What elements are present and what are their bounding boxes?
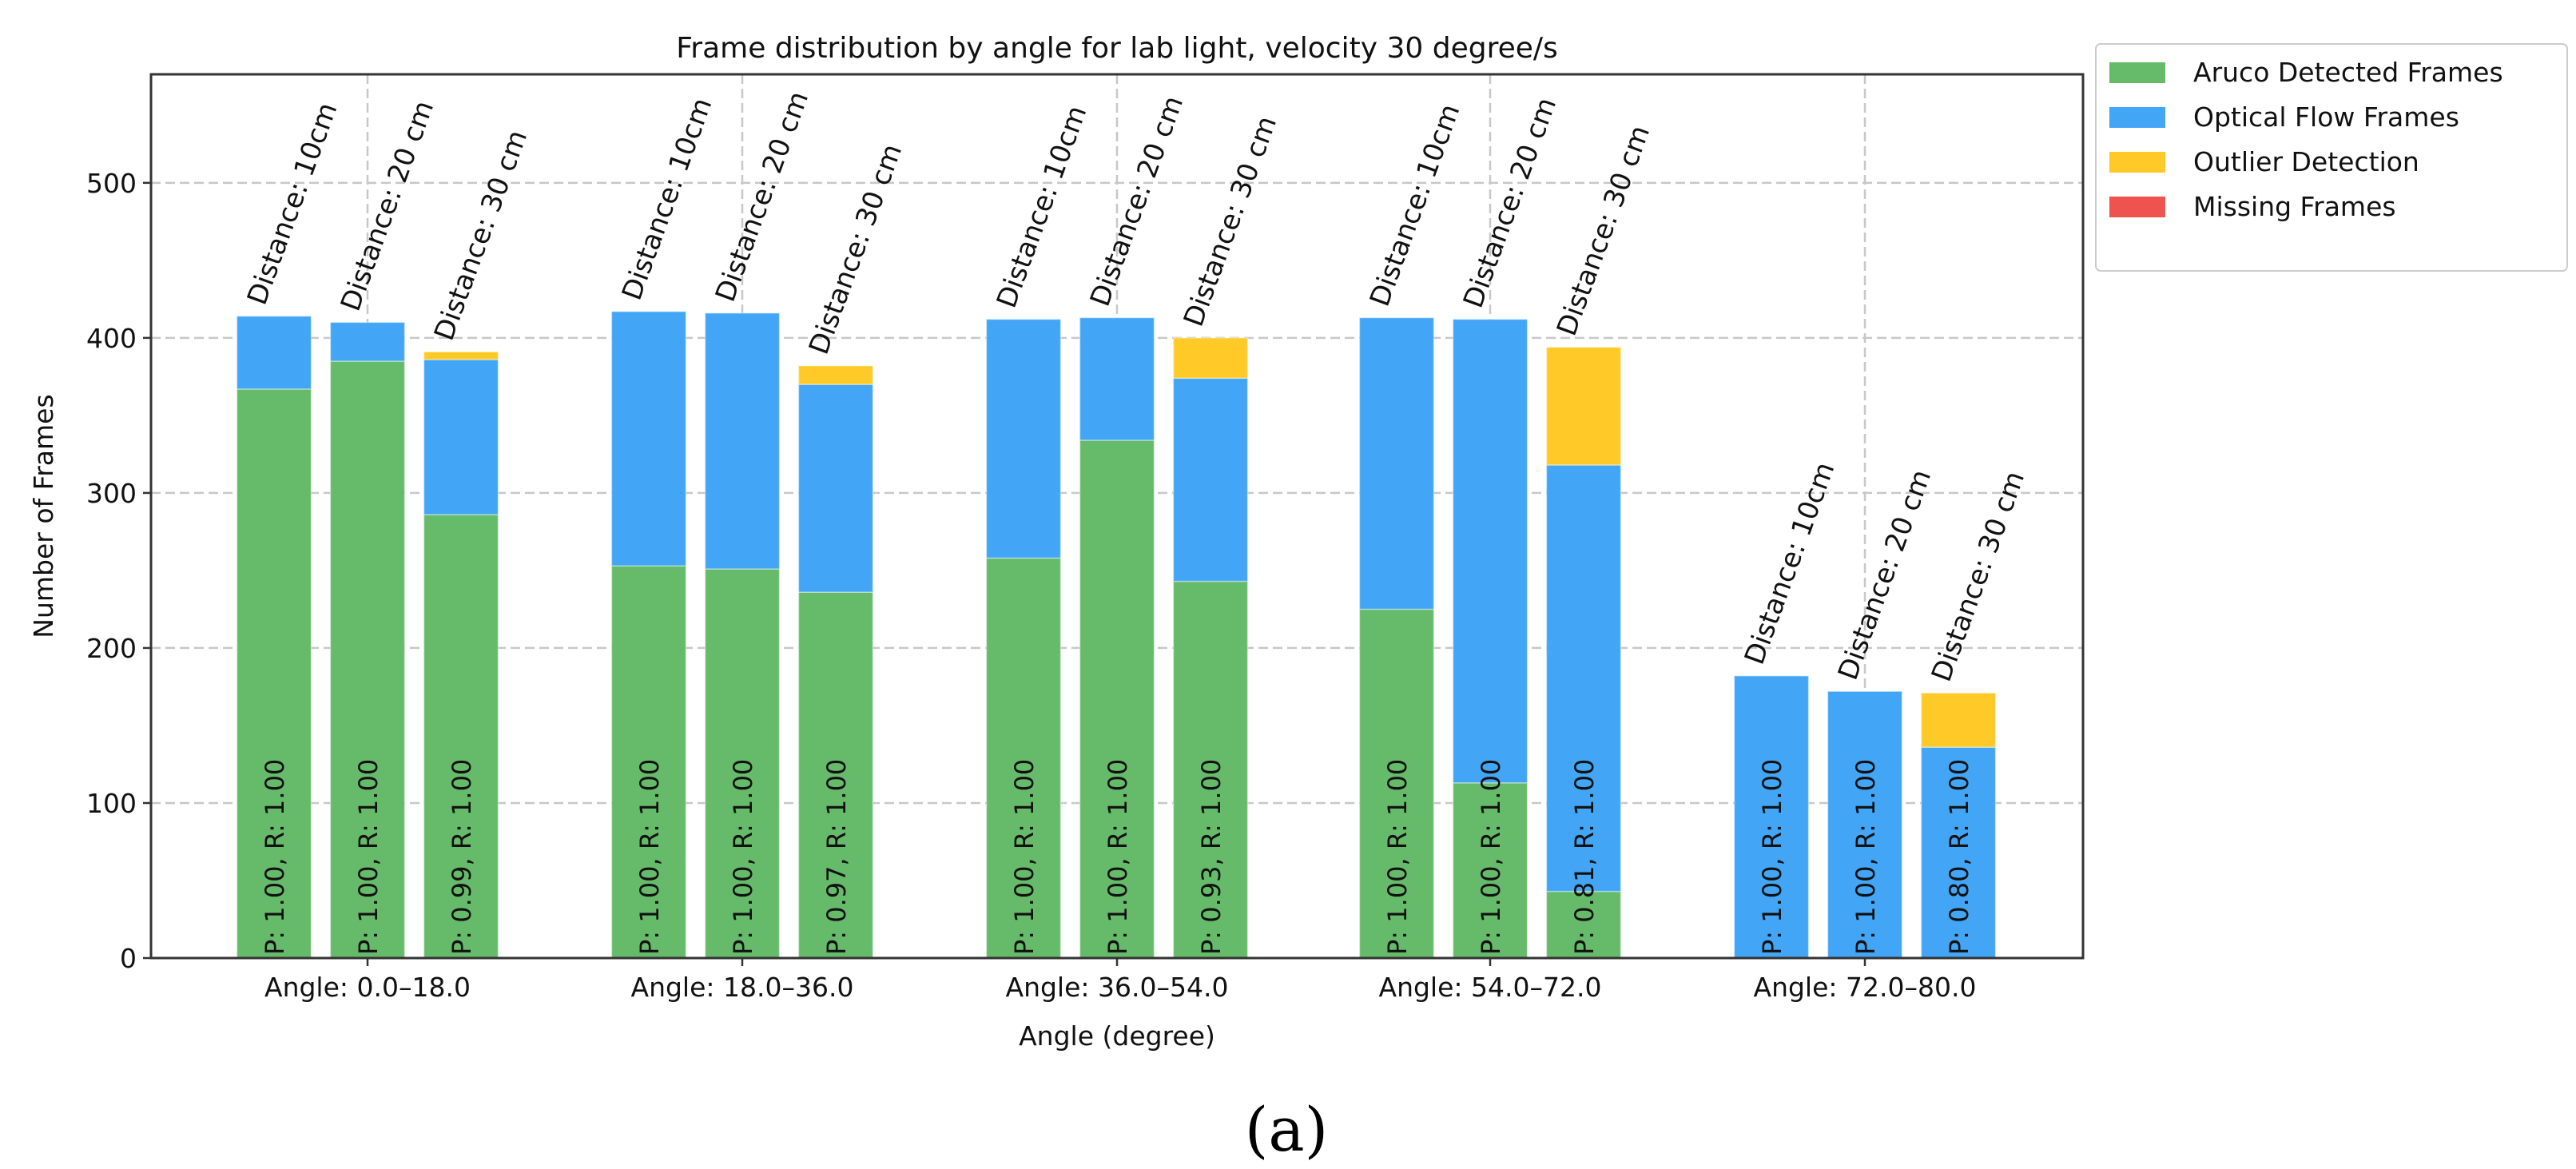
distance-label: Distance: 10cm [241,98,344,309]
bar-segment-aruco-detected-frames [423,514,499,959]
bar-segment-outlier-detection [1172,337,1249,380]
bar-segment-aruco-detected-frames [610,565,687,959]
distance-label: Distance: 10cm [991,101,1094,312]
distance-label: Distance: 30 cm [1178,112,1283,331]
distance-label: Distance: 30 cm [428,126,534,345]
distance-label: Distance: 10cm [1739,458,1842,669]
bar-segment-optical-flow-frames [1079,316,1155,441]
bar-segment-optical-flow-frames [1172,377,1249,583]
bar-segment-aruco-detected-frames [1079,439,1155,959]
distance-label: Distance: 10cm [1364,100,1467,311]
bar-segment-outlier-detection [1545,346,1622,466]
y-axis-label: Number of Frames [28,394,59,638]
x-axis-label: Angle (degree) [1019,1020,1215,1052]
bar-segment-outlier-detection [423,351,499,360]
distance-label: Distance: 20 cm [335,97,440,316]
legend-swatch [2109,62,2165,83]
pr-label: P: 1.00, R: 1.00 [1103,759,1133,955]
legend-label: Missing Frames [2193,191,2396,222]
pr-label: P: 1.00, R: 1.00 [1382,759,1413,955]
bar-segment-aruco-detected-frames [236,388,312,959]
x-axis: Angle: 0.0–18.0 Angle: 18.0–36.0 Angle: 36… [264,958,1976,1003]
distance-label: Distance: 10cm [616,93,719,304]
bar-segment-aruco-detected-frames [1452,781,1529,959]
distance-label: Distance: 20 cm [1084,92,1190,311]
pr-label: P: 1.00, R: 1.00 [1476,759,1506,955]
pr-label: P: 1.00, R: 1.00 [1757,759,1787,955]
bar-segment-aruco-detected-frames [1172,580,1249,959]
y-tick-label: 100 [86,788,137,819]
y-tick-label: 500 [86,168,137,199]
pr-label: P: 1.00, R: 1.00 [1009,759,1040,955]
distance-label: Distance: 20 cm [1457,93,1563,312]
pr-label: P: 0.80, R: 1.00 [1944,759,1974,955]
pr-label: P: 0.97, R: 1.00 [821,759,852,955]
legend-swatch [2109,197,2165,217]
y-axis: 0 100 200 300 400 500 [86,168,151,974]
bar-segment-optical-flow-frames [1358,316,1435,610]
legend-box [2095,43,2568,272]
bar-segment-optical-flow-frames [1920,746,1997,959]
bar-segment-optical-flow-frames [423,359,499,515]
bar-segment-optical-flow-frames [797,384,874,593]
chart-title: Frame distribution by angle for lab ligh… [676,32,1558,65]
legend-label: Outlier Detection [2193,146,2419,177]
pr-label: P: 0.81, R: 1.00 [1569,759,1600,955]
bar-segment-aruco-detected-frames [797,591,874,959]
x-tick-label: Angle: 0.0–18.0 [264,972,471,1003]
bars [236,311,1997,959]
distance-label: Distance: 30 cm [1926,467,2031,686]
legend-label: Optical Flow Frames [2193,101,2459,133]
distance-label: Distance: 20 cm [710,87,815,306]
bar-segment-optical-flow-frames [1545,464,1622,893]
bar-segment-optical-flow-frames [236,315,312,390]
pr-label: P: 1.00, R: 1.00 [260,759,290,955]
pr-label: P: 0.93, R: 1.00 [1196,759,1226,955]
bar-segment-outlier-detection [1920,692,1997,748]
bar-segment-aruco-detected-frames [985,557,1062,959]
y-tick-label: 200 [86,633,137,664]
legend: Aruco Detected Frames Optical Flow Frames… [2095,43,2568,272]
legend-swatch [2109,152,2165,173]
bar-segment-aruco-detected-frames [329,360,406,959]
bar-segment-optical-flow-frames [985,318,1062,559]
bar-segment-optical-flow-frames [704,312,781,570]
x-tick-label: Angle: 54.0–72.0 [1379,972,1602,1003]
figure-caption: (a) [1245,1094,1329,1165]
x-tick-label: Angle: 36.0–54.0 [1006,972,1229,1003]
bar-segment-optical-flow-frames [329,321,406,362]
y-tick-label: 0 [120,943,137,974]
bar-segment-aruco-detected-frames [1358,608,1435,959]
bar-segment-optical-flow-frames [1733,675,1810,959]
pr-label: P: 1.00, R: 1.00 [353,759,384,955]
pr-label: P: 1.00, R: 1.00 [634,759,665,955]
distance-label: Distance: 30 cm [1551,121,1656,340]
x-tick-label: Angle: 18.0–36.0 [631,972,854,1003]
pr-label: P: 1.00, R: 1.00 [728,759,758,955]
y-tick-label: 400 [86,323,137,354]
y-tick-label: 300 [86,478,137,509]
distance-label: Distance: 30 cm [803,140,908,359]
bar-segment-outlier-detection [797,365,874,385]
legend-swatch [2109,107,2165,128]
distance-label: Distance: 20 cm [1832,466,1938,685]
legend-label: Aruco Detected Frames [2193,57,2503,88]
pr-label: P: 0.99, R: 1.00 [447,759,477,955]
bar-segment-optical-flow-frames [1452,318,1529,784]
x-tick-label: Angle: 72.0–80.0 [1754,972,1977,1003]
pr-label: P: 1.00, R: 1.00 [1851,759,1881,955]
bar-segment-optical-flow-frames [610,311,687,567]
